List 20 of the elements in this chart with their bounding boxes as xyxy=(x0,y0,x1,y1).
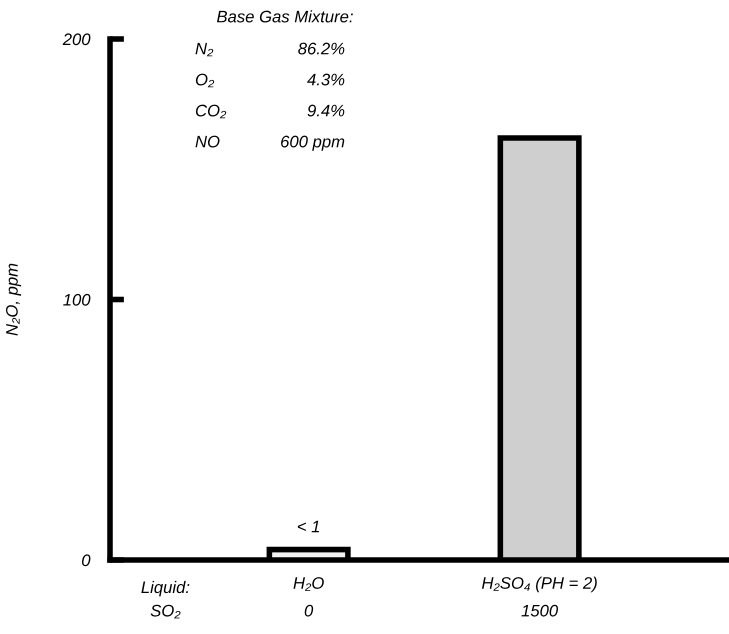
text: Liquid: xyxy=(141,580,190,596)
y-axis-title: N₂O, ppm xyxy=(6,264,22,336)
text: SO₂ xyxy=(150,604,181,618)
annotation: 86.2% xyxy=(298,42,344,54)
annotation: 4.3% xyxy=(307,74,344,86)
annotation: CO₂ xyxy=(196,104,226,118)
text: 1500 xyxy=(522,604,558,617)
annotation: 9.4% xyxy=(308,104,344,116)
x-tick-label: H₂O xyxy=(293,577,324,591)
annotation: O₂ xyxy=(196,74,214,88)
x-tick-label: H₂SO₄ (PH = 2) xyxy=(482,576,597,592)
annotation: 600 ppm xyxy=(281,136,344,151)
annotation: NO xyxy=(196,136,220,148)
text: Base Gas Mixture: xyxy=(216,10,353,22)
y-tick-label: 0 xyxy=(82,554,90,566)
text: 0 xyxy=(304,604,314,617)
y-tick-label: 100 xyxy=(63,294,90,306)
y-tick-label: 200 xyxy=(62,33,90,46)
annotation: N₂ xyxy=(196,42,214,56)
data-label: < 1 xyxy=(298,520,320,532)
